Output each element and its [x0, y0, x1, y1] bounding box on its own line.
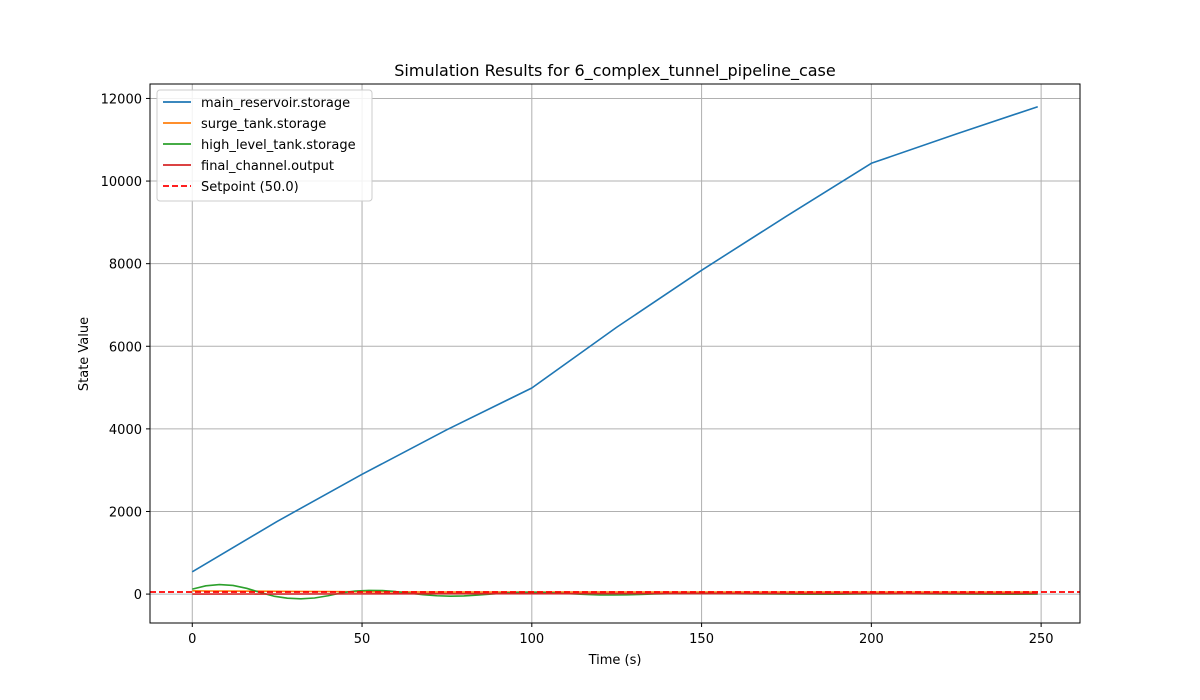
series-group — [150, 105, 1080, 600]
y-axis-label: State Value — [77, 317, 92, 391]
y-tick-label: 6000 — [109, 340, 142, 355]
legend-label: surge_tank.storage — [201, 117, 326, 132]
y-tick-label: 4000 — [109, 423, 142, 438]
legend-box — [156, 89, 373, 202]
x-tick-label: 150 — [689, 632, 714, 647]
chart-title: Simulation Results for 6_complex_tunnel_… — [394, 61, 835, 81]
legend-label: high_level_tank.storage — [201, 138, 356, 153]
y-tick-label: 0 — [134, 588, 142, 603]
legend: main_reservoir.storage surge_tank.storage… — [156, 89, 373, 202]
x-tick-label: 250 — [1029, 632, 1054, 647]
legend-label: main_reservoir.storage — [201, 96, 350, 111]
y-axis: 0 2000 4000 6000 8000 10000 12000 — [101, 92, 150, 603]
x-tick-label: 200 — [859, 632, 884, 647]
legend-label: Setpoint (50.0) — [201, 180, 299, 195]
plot-area — [150, 105, 1080, 600]
y-tick-label: 12000 — [101, 92, 142, 107]
x-axis-label: Time (s) — [588, 653, 642, 668]
y-tick-label: 2000 — [109, 505, 142, 520]
series-line-0 — [191, 105, 1038, 573]
x-axis: 0 50 100 150 200 250 — [188, 623, 1054, 647]
x-tick-label: 0 — [188, 632, 196, 647]
plot-frame — [149, 83, 1081, 624]
x-tick-label: 50 — [354, 632, 371, 647]
y-tick-label: 10000 — [101, 175, 142, 190]
y-tick-label: 8000 — [109, 258, 142, 273]
legend-label: final_channel.output — [201, 159, 334, 174]
series-line-3 — [192, 592, 1038, 595]
x-tick-label: 100 — [519, 632, 544, 647]
